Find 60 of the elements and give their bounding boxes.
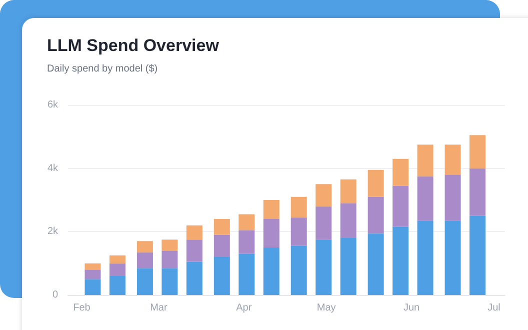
x-tick-label: Mar: [150, 302, 168, 314]
bar: [392, 226, 409, 295]
bar: [368, 196, 384, 234]
bar: [290, 246, 307, 295]
bar: [186, 240, 202, 262]
bar: [263, 219, 280, 248]
chart-title: LLM Spend Overview: [47, 36, 220, 55]
bar: [470, 216, 486, 295]
bar: [444, 144, 461, 175]
bar: [368, 170, 384, 197]
y-tick-label: 4k: [47, 162, 59, 174]
bar: [238, 214, 255, 230]
bar: [162, 250, 178, 268]
bar: [340, 203, 356, 238]
bar: [444, 220, 461, 295]
bar: [392, 158, 409, 186]
bar: [417, 144, 434, 176]
bar: [109, 263, 126, 276]
bar: [263, 248, 280, 295]
bar: [214, 234, 230, 257]
y-tick-label: 6k: [47, 100, 59, 110]
bar: [84, 263, 101, 270]
bar: [238, 254, 255, 295]
bar: [316, 206, 332, 240]
bar: [136, 241, 153, 252]
bar: [417, 220, 434, 295]
x-tick-label: Feb: [73, 302, 91, 314]
x-tick-label: Apr: [236, 302, 252, 314]
bar: [470, 168, 486, 216]
bar: [470, 135, 486, 168]
x-tick-label: May: [316, 302, 336, 314]
bar: [417, 176, 434, 221]
bar: [316, 184, 332, 206]
bar: [263, 200, 280, 219]
x-tick-label: Jul: [488, 302, 500, 314]
bar: [316, 240, 332, 295]
bar: [84, 279, 101, 295]
bar: [109, 255, 126, 264]
y-tick-label: 2k: [47, 226, 59, 238]
y-tick-label: 0: [52, 290, 58, 300]
bar: [136, 268, 153, 295]
bar: [238, 230, 255, 254]
bar: [84, 270, 101, 280]
bar: [392, 186, 409, 227]
bar: [444, 174, 461, 221]
bar: [186, 225, 202, 240]
chart-subtitle: Daily spend by model ($): [47, 64, 158, 74]
bar: [109, 276, 126, 295]
bar: [340, 238, 356, 295]
bar: [214, 219, 230, 235]
bar: [290, 217, 307, 246]
bar: [186, 262, 202, 295]
bar: [162, 240, 178, 251]
bar: [290, 196, 307, 218]
bar: [368, 233, 384, 295]
bar: [162, 268, 178, 295]
bar: [214, 257, 230, 295]
x-tick-label: Jun: [403, 302, 420, 314]
bar: [340, 179, 356, 204]
bar: [136, 252, 153, 268]
